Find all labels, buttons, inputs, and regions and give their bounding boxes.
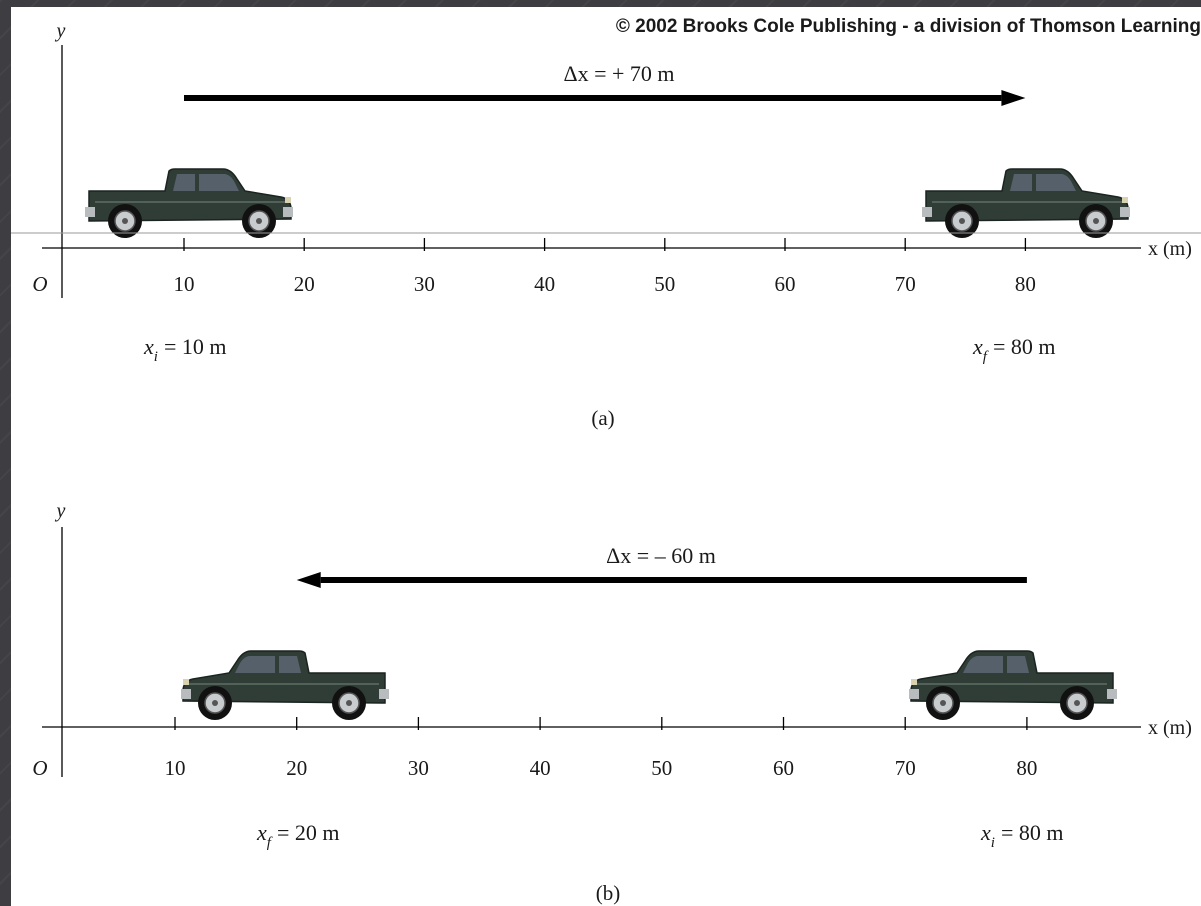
truck-window — [279, 656, 301, 673]
truck-body — [182, 650, 386, 704]
displacement-arrowhead — [1001, 90, 1026, 106]
position-value: = 80 m — [993, 334, 1056, 359]
truck-bumper — [181, 689, 191, 699]
position-symbol: x — [256, 820, 267, 845]
truck-window — [1007, 656, 1029, 673]
origin-label: O — [32, 272, 47, 296]
truck-body — [925, 168, 1129, 222]
truck-body — [88, 168, 292, 222]
pickup-truck — [85, 168, 293, 238]
pickup-truck — [909, 650, 1117, 720]
final-position-label: xf = 80 m — [972, 334, 1055, 365]
position-value: = 20 m — [277, 820, 340, 845]
x-tick-label: 60 — [775, 272, 796, 296]
truck-headlight — [911, 679, 917, 685]
copyright-notice: © 2002 Brooks Cole Publishing - a divisi… — [615, 16, 1201, 37]
truck-bumper — [1107, 689, 1117, 699]
position-subscript: i — [154, 349, 158, 365]
truck-wheel-hub — [1074, 700, 1080, 706]
truck-headlight — [1122, 197, 1128, 203]
truck-bumper — [1120, 207, 1130, 217]
x-tick-label: 50 — [651, 756, 672, 780]
truck-wheel-hub — [1093, 218, 1099, 224]
truck-body — [910, 650, 1114, 704]
truck-bumper — [922, 207, 932, 217]
x-tick-label: 40 — [534, 272, 555, 296]
displacement-arrowhead — [296, 572, 321, 588]
figure-panel: © 2002 Brooks Cole Publishing - a divisi… — [11, 7, 1201, 906]
truck-bumper — [909, 689, 919, 699]
panel-caption: (a) — [591, 406, 614, 430]
position-symbol: x — [980, 820, 991, 845]
x-tick-label: 60 — [773, 756, 794, 780]
pickup-truck — [922, 168, 1130, 238]
truck-wheel-hub — [256, 218, 262, 224]
position-symbol: x — [143, 334, 154, 359]
truck-window — [1036, 174, 1076, 191]
truck-wheel-hub — [122, 218, 128, 224]
x-tick-label: 80 — [1016, 756, 1037, 780]
x-tick-label: 30 — [414, 272, 435, 296]
truck-wheel-hub — [212, 700, 218, 706]
y-axis-label: y — [55, 20, 66, 42]
y-axis-label: y — [55, 500, 66, 522]
initial-position-label: xi = 10 m — [143, 334, 226, 365]
x-tick-label: 30 — [408, 756, 429, 780]
origin-label: O — [32, 756, 47, 780]
x-tick-label: 70 — [895, 756, 916, 780]
truck-window — [1010, 174, 1032, 191]
position-symbol: x — [972, 334, 983, 359]
displacement-label: Δx = – 60 m — [606, 543, 716, 568]
x-tick-label: 40 — [530, 756, 551, 780]
position-value: = 80 m — [1001, 820, 1064, 845]
x-tick-label: 80 — [1015, 272, 1036, 296]
truck-wheel-hub — [940, 700, 946, 706]
final-position-label: xf = 20 m — [256, 820, 339, 851]
panel-caption: (b) — [596, 881, 621, 905]
displacement-label: Δx = + 70 m — [563, 61, 674, 86]
position-subscript: i — [991, 835, 995, 851]
pickup-truck — [181, 650, 389, 720]
x-tick-label: 10 — [165, 756, 186, 780]
truck-wheel-hub — [959, 218, 965, 224]
x-tick-label: 50 — [654, 272, 675, 296]
truck-window — [235, 656, 275, 673]
x-tick-label: 20 — [294, 272, 315, 296]
x-axis-label: x (m) — [1148, 717, 1192, 739]
truck-window — [173, 174, 195, 191]
truck-bumper — [283, 207, 293, 217]
truck-wheel-hub — [346, 700, 352, 706]
x-tick-label: 10 — [174, 272, 195, 296]
position-subscript: f — [267, 835, 273, 851]
truck-bumper — [379, 689, 389, 699]
position-value: = 10 m — [164, 334, 227, 359]
truck-window — [963, 656, 1003, 673]
truck-headlight — [183, 679, 189, 685]
x-axis-label: x (m) — [1148, 238, 1192, 260]
truck-headlight — [285, 197, 291, 203]
x-tick-label: 70 — [895, 272, 916, 296]
initial-position-label: xi = 80 m — [980, 820, 1063, 851]
truck-window — [199, 174, 239, 191]
position-subscript: f — [983, 349, 989, 365]
x-tick-label: 20 — [286, 756, 307, 780]
truck-bumper — [85, 207, 95, 217]
